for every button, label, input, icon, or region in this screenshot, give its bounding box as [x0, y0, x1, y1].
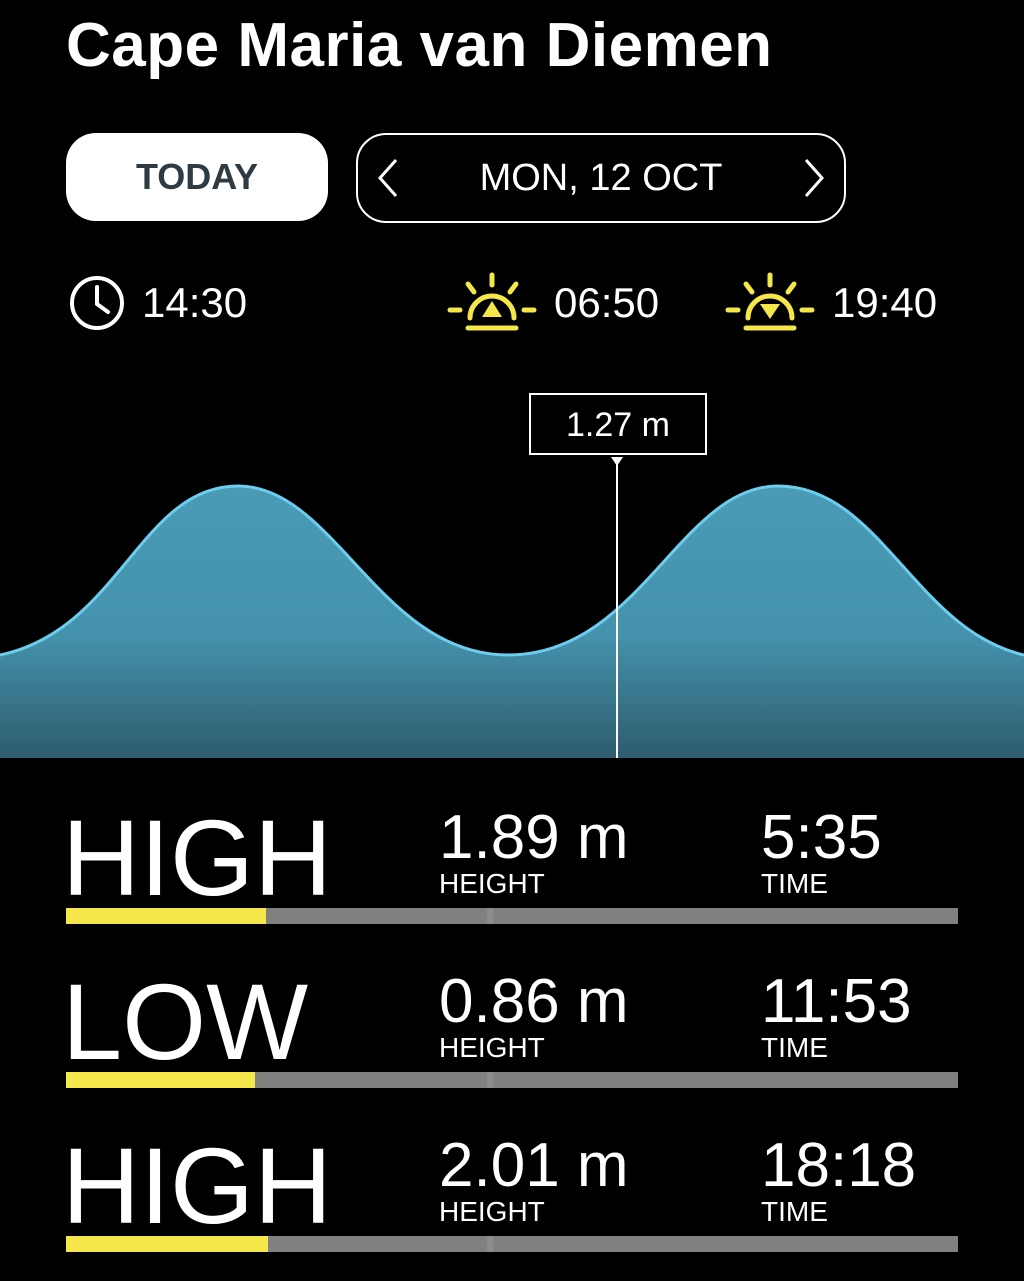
tide-time-value: 11:53 [761, 967, 912, 1036]
tide-row[interactable]: HIGH 1.89 m HEIGHT 5:35 TIME [62, 798, 958, 948]
tide-chart[interactable]: 1.27 m [0, 380, 1024, 758]
tide-progress-midpoint [487, 1072, 493, 1088]
chevron-right-icon [804, 159, 825, 197]
next-day-button[interactable] [784, 135, 844, 221]
tide-time-label: TIME [761, 868, 828, 899]
previous-day-button[interactable] [358, 135, 418, 221]
sunrise-info: 06:50 [446, 272, 659, 334]
clock-icon [70, 276, 124, 330]
tide-progress-fill [66, 1072, 256, 1088]
tide-height-label: HEIGHT [439, 1196, 545, 1227]
tide-time-value: 18:18 [761, 1131, 917, 1200]
tide-progress-fill [66, 908, 266, 924]
tide-progress-bar [66, 1236, 958, 1252]
tide-progress-bar [66, 908, 958, 924]
tide-height-value: 1.89 m [439, 803, 629, 872]
tide-curve-area [0, 486, 1024, 758]
tide-type: HIGH [62, 1125, 332, 1246]
location-title: Cape Maria van Diemen [66, 11, 773, 80]
chevron-left-icon [377, 159, 398, 197]
tide-progress-midpoint [487, 1236, 493, 1252]
marker-label-box [529, 393, 707, 455]
tide-row[interactable]: LOW 0.86 m HEIGHT 11:53 TIME [62, 962, 958, 1112]
marker-label: 1.27 m [566, 406, 670, 444]
tide-type: HIGH [62, 797, 332, 918]
tide-row[interactable]: HIGH 2.01 m HEIGHT 18:18 TIME [62, 1126, 958, 1276]
current-date: MON, 12 OCT [479, 156, 723, 199]
sunset-icon [725, 272, 815, 331]
tide-height-value: 2.01 m [439, 1131, 629, 1200]
sunset-time: 19:40 [832, 279, 938, 326]
tide-height-label: HEIGHT [439, 1032, 545, 1063]
tide-type: LOW [62, 961, 309, 1082]
tide-height-label: HEIGHT [439, 868, 545, 899]
today-button[interactable]: TODAY [66, 133, 328, 221]
sunrise-icon [447, 272, 537, 331]
current-time-value: 14:30 [142, 279, 248, 326]
tide-progress-midpoint [487, 908, 493, 924]
date-navigator: MON, 12 OCT [356, 133, 846, 223]
tide-height-value: 0.86 m [439, 967, 629, 1036]
sunset-info: 19:40 [724, 272, 937, 334]
tide-curve-line [0, 484, 1024, 657]
tide-progress-fill [66, 1236, 269, 1252]
tide-time-label: TIME [761, 1032, 828, 1063]
sunrise-time: 06:50 [554, 279, 660, 326]
tide-time-value: 5:35 [761, 803, 882, 872]
tide-progress-bar [66, 1072, 958, 1088]
marker-pointer [611, 457, 623, 466]
tide-time-label: TIME [761, 1196, 828, 1227]
current-time-info: 14:30 [68, 272, 247, 334]
